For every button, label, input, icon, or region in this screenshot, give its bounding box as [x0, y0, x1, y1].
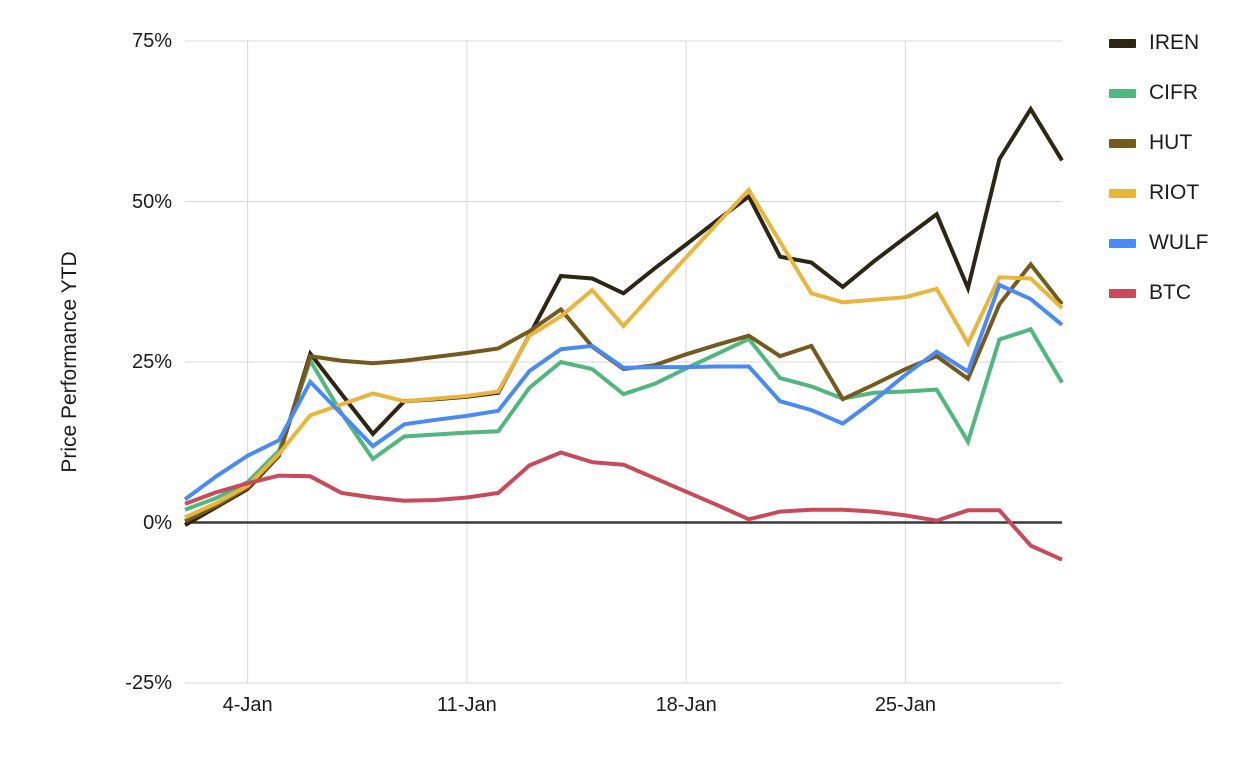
legend-swatch-riot	[1109, 188, 1136, 198]
y-tick-label-25: 25%	[131, 351, 172, 373]
y-tick-label-50: 50%	[131, 190, 172, 213]
x-tick-label-25jan: 25-Jan	[874, 694, 936, 716]
legend-label-hut: HUT	[1149, 131, 1193, 154]
series-line-iren	[184, 105, 1064, 527]
legend-swatch-cifr	[1109, 88, 1136, 98]
legend-label-riot: RIOT	[1149, 181, 1200, 204]
legend-item-wulf: WULF	[1109, 230, 1209, 256]
series-line-cifr	[184, 326, 1064, 512]
legend-item-iren: IREN	[1109, 30, 1199, 56]
legend-swatch-hut	[1109, 138, 1136, 148]
legend-item-cifr: CIFR	[1109, 80, 1198, 106]
legend-item-riot: RIOT	[1109, 180, 1199, 206]
y-tick-label-neg25: -25%	[125, 672, 172, 694]
series-line-riot	[184, 186, 1064, 520]
legend-label-btc: BTC	[1149, 281, 1191, 304]
series-line-wulf	[183, 282, 1064, 502]
x-tick-label-4jan: 4-Jan	[222, 694, 273, 716]
x-tick-label-18jan: 18-Jan	[655, 694, 717, 716]
legend-label-cifr: CIFR	[1149, 81, 1198, 104]
y-tick-label-0: 0%	[143, 511, 172, 534]
legend-swatch-iren	[1109, 38, 1136, 48]
legend-swatch-wulf	[1109, 238, 1136, 248]
series-line-btc	[184, 450, 1063, 562]
legend-swatch-btc	[1109, 288, 1136, 298]
y-tick-label-75: 75%	[131, 30, 172, 52]
plot-area	[183, 40, 1064, 684]
legend-label-wulf: WULF	[1149, 231, 1209, 254]
legend-label-iren: IREN	[1149, 31, 1200, 54]
legend-item-btc: BTC	[1109, 280, 1191, 306]
legend-item-hut: HUT	[1109, 130, 1192, 156]
x-tick-label-11jan: 11-Jan	[437, 694, 497, 716]
